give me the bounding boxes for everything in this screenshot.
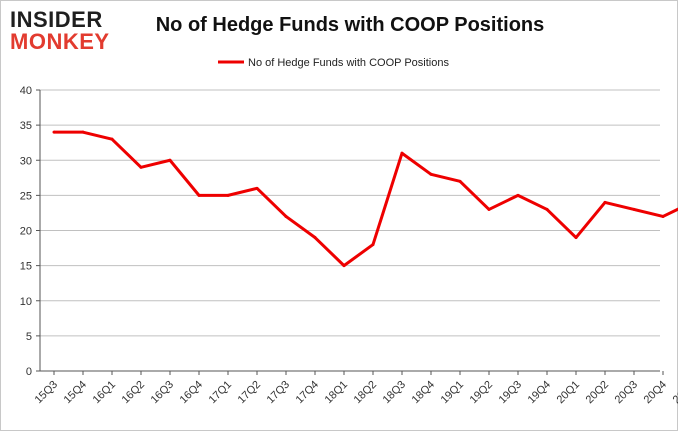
- series-line: [54, 130, 678, 268]
- x-tick-label: 20Q3: [613, 379, 641, 407]
- data-point: [632, 207, 636, 211]
- x-tick-label: 18Q1: [323, 379, 351, 407]
- x-tick-label: 20Q1: [555, 379, 583, 407]
- x-tick-label: 21Q1: [671, 379, 678, 407]
- y-tick-label: 30: [20, 155, 32, 167]
- x-tick-label: 20Q2: [584, 379, 612, 407]
- data-point: [371, 243, 375, 247]
- y-tick-label: 5: [26, 331, 32, 343]
- y-tick-label: 0: [26, 366, 32, 378]
- y-tick-label: 40: [20, 85, 32, 97]
- data-point: [284, 214, 288, 218]
- data-point: [661, 214, 665, 218]
- data-point: [516, 193, 520, 197]
- chart-title: No of Hedge Funds with COOP Positions: [155, 14, 545, 36]
- y-tick-labels: 0 5 10 15 20 25 30 35 40: [20, 85, 32, 378]
- x-tick-label: 17Q2: [236, 379, 264, 407]
- x-tick-label: 16Q1: [91, 379, 119, 407]
- data-point: [81, 130, 85, 134]
- data-point: [255, 186, 259, 190]
- y-tick-label: 15: [20, 261, 32, 273]
- x-tick-label: 16Q4: [178, 379, 206, 407]
- data-point: [429, 172, 433, 176]
- x-tick-label: 18Q2: [352, 379, 380, 407]
- y-tick-label: 10: [20, 296, 32, 308]
- x-tick-label: 18Q3: [381, 379, 409, 407]
- x-tick-label: 19Q3: [497, 379, 525, 407]
- logo-text-top: INSIDER: [10, 7, 103, 32]
- data-point: [110, 137, 114, 141]
- data-point: [458, 179, 462, 183]
- data-point: [400, 151, 404, 155]
- y-tick-label: 25: [20, 190, 32, 202]
- data-point: [603, 200, 607, 204]
- logo-text-bottom: MONKEY: [10, 29, 110, 54]
- x-tick-label: 16Q3: [149, 379, 177, 407]
- data-point: [487, 207, 491, 211]
- insider-monkey-logo: INSIDER MONKEY: [10, 8, 126, 56]
- x-tick-label: 19Q4: [526, 379, 554, 407]
- data-point: [197, 193, 201, 197]
- data-point: [139, 165, 143, 169]
- x-tick-labels: 15Q3 15Q4 16Q1 16Q2 16Q3 16Q4 17Q1 17Q2 17Q3 17Q4…: [33, 379, 678, 407]
- y-tick-label: 35: [20, 120, 32, 132]
- axes: [39, 90, 664, 375]
- data-point: [168, 158, 172, 162]
- data-point: [574, 236, 578, 240]
- grid: [36, 89, 660, 372]
- data-point: [313, 236, 317, 240]
- x-tick-label: 16Q2: [120, 379, 148, 407]
- x-tick-label: 17Q1: [207, 379, 235, 407]
- legend: No of Hedge Funds with COOP Positions: [218, 57, 449, 69]
- data-point: [52, 130, 56, 134]
- x-tick-label: 19Q1: [439, 379, 467, 407]
- series-group: [52, 130, 678, 268]
- x-tick-label: 20Q4: [642, 379, 670, 407]
- legend-label: No of Hedge Funds with COOP Positions: [248, 57, 449, 69]
- x-tick-label: 19Q2: [468, 379, 496, 407]
- x-tick-label: 17Q3: [265, 379, 293, 407]
- data-point: [342, 264, 346, 268]
- x-tick-label: 17Q4: [294, 379, 322, 407]
- x-tick-label: 18Q4: [410, 379, 438, 407]
- x-tick-label: 15Q3: [33, 379, 61, 407]
- x-tick-label: 15Q4: [62, 379, 90, 407]
- data-point: [226, 193, 230, 197]
- y-tick-label: 20: [20, 226, 32, 238]
- data-point: [545, 207, 549, 211]
